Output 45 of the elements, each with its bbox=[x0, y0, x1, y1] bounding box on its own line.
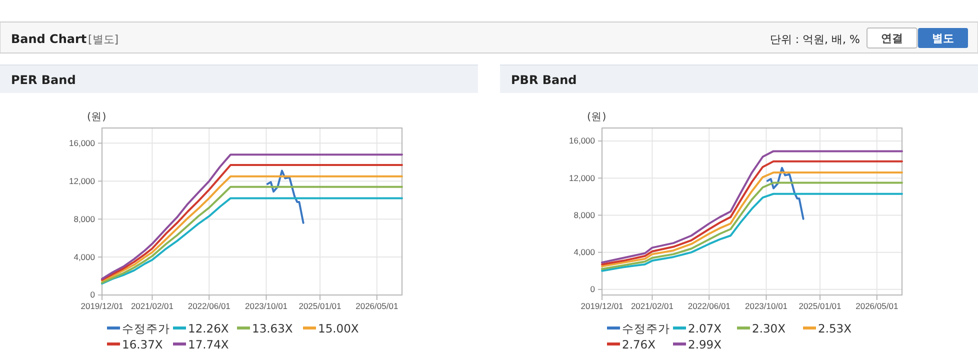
legend-label: 12.26X bbox=[188, 322, 229, 336]
text: Band Chart bbox=[11, 32, 87, 46]
chart-title: PER Band bbox=[11, 73, 76, 87]
text: 별도 bbox=[932, 32, 954, 45]
x-tick-label: 2025/01/01 bbox=[798, 301, 842, 312]
legend-label: 15.00X bbox=[318, 322, 359, 336]
y-tick-label: 0 bbox=[90, 290, 96, 300]
legend-label: 2.99X bbox=[688, 338, 722, 352]
x-tick-label: 2022/06/01 bbox=[188, 301, 231, 312]
legend-label: 2.30X bbox=[752, 322, 786, 336]
legend-label: 수정주가 bbox=[122, 322, 170, 336]
x-tick-label: 2026/05/01 bbox=[856, 301, 898, 312]
line-series bbox=[766, 166, 804, 220]
y-tick-label: 8,000 bbox=[74, 214, 96, 224]
x-tick-label: 2021/02/01 bbox=[130, 301, 174, 312]
x-tick-label: 2023/10/01 bbox=[244, 301, 288, 312]
x-tick-label: 2023/10/01 bbox=[744, 301, 788, 312]
legend-label: 13.63X bbox=[252, 322, 293, 336]
x-tick-label: 2025/01/01 bbox=[298, 301, 342, 312]
y-axis-title: (원) bbox=[587, 111, 606, 123]
y-tick-label: 12,000 bbox=[69, 176, 96, 186]
legend-label: 17.74X bbox=[188, 338, 229, 352]
legend-label: 16.37X bbox=[122, 338, 163, 352]
y-axis-title: (원) bbox=[87, 111, 106, 123]
text: [별도] bbox=[88, 33, 119, 46]
y-tick-label: 0 bbox=[590, 284, 596, 294]
x-tick-label: 2026/05/01 bbox=[356, 301, 398, 312]
y-tick-label: 12,000 bbox=[569, 172, 596, 183]
legend-label: 수정주가 bbox=[622, 322, 670, 336]
y-tick-label: 16,000 bbox=[569, 136, 596, 146]
y-tick-label: 16,000 bbox=[69, 138, 96, 148]
legend-label: 2.53X bbox=[818, 322, 852, 336]
y-tick-label: 4,000 bbox=[74, 252, 96, 262]
x-tick-label: 2022/06/01 bbox=[688, 301, 731, 312]
x-tick-label: 2019/12/01 bbox=[80, 301, 124, 312]
x-tick-label: 2019/12/01 bbox=[580, 301, 624, 312]
x-tick-label: 2021/02/01 bbox=[630, 301, 674, 312]
line-series bbox=[266, 170, 304, 224]
text: 단위 : 억원, 배, % bbox=[770, 33, 860, 46]
legend-label: 2.07X bbox=[688, 322, 722, 336]
text: 연결 bbox=[881, 32, 903, 45]
y-tick-label: 8,000 bbox=[574, 210, 596, 220]
legend-label: 2.76X bbox=[622, 338, 656, 352]
y-tick-label: 4,000 bbox=[574, 247, 596, 258]
chart-title: PBR Band bbox=[511, 73, 577, 87]
